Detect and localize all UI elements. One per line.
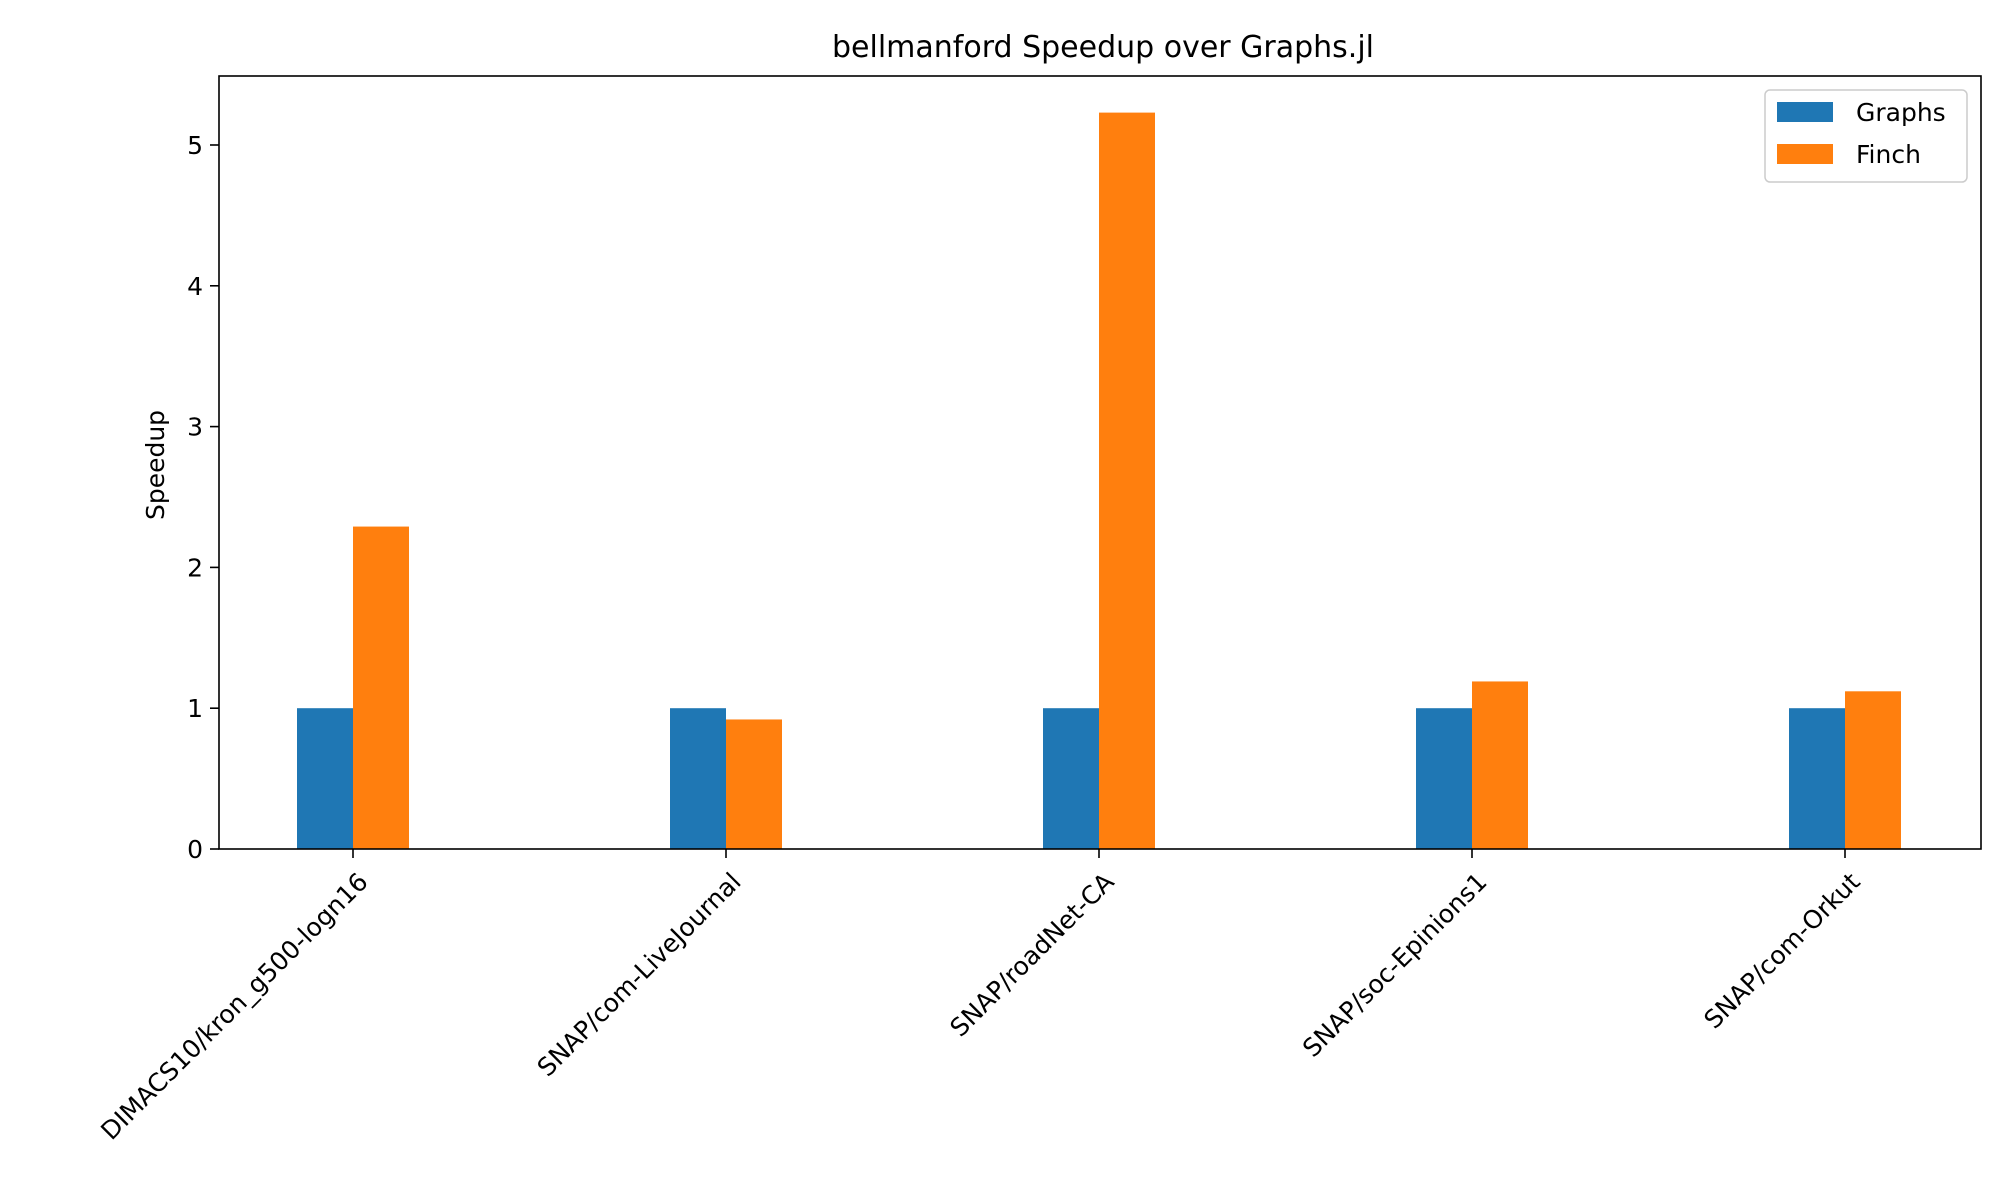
y-tick-label: 5 bbox=[187, 131, 203, 160]
bar-graphs-4 bbox=[1789, 708, 1845, 849]
bar-graphs-1 bbox=[670, 708, 726, 849]
legend-swatch-finch bbox=[1777, 144, 1833, 164]
legend-label-graphs: Graphs bbox=[1856, 98, 1946, 127]
bar-graphs-3 bbox=[1416, 708, 1472, 849]
x-tick-label: SNAP/com-Orkut bbox=[1698, 867, 1865, 1034]
bar-graphs-2 bbox=[1043, 708, 1099, 849]
x-tick-label: SNAP/roadNet-CA bbox=[944, 867, 1119, 1042]
plot-frame bbox=[218, 75, 1982, 850]
y-axis-label: Speedup bbox=[141, 410, 170, 520]
y-tick-label: 4 bbox=[187, 272, 203, 301]
bar-finch-0 bbox=[353, 526, 409, 849]
chart-title: bellmanford Speedup over Graphs.jl bbox=[832, 30, 1374, 65]
legend: Graphs Finch bbox=[1764, 89, 1968, 183]
bar-finch-4 bbox=[1845, 691, 1901, 849]
y-tick-label: 0 bbox=[187, 835, 203, 864]
bars-group bbox=[297, 112, 1901, 849]
x-axis-ticks: DIMACS10/kron_g500-logn16 SNAP/com-LiveJo… bbox=[95, 849, 1866, 1145]
y-tick-label: 1 bbox=[187, 694, 203, 723]
legend-label-finch: Finch bbox=[1856, 140, 1921, 169]
y-tick-label: 3 bbox=[187, 413, 203, 442]
bar-finch-2 bbox=[1099, 112, 1155, 849]
bar-graphs-0 bbox=[297, 708, 353, 849]
bar-finch-3 bbox=[1472, 681, 1528, 849]
legend-swatch-graphs bbox=[1777, 102, 1833, 122]
y-axis-ticks: 0 1 2 3 4 5 bbox=[187, 131, 219, 864]
x-tick-label: SNAP/com-LiveJournal bbox=[532, 867, 747, 1082]
y-tick-label: 2 bbox=[187, 553, 203, 582]
x-tick-label: SNAP/soc-Epinions1 bbox=[1297, 867, 1493, 1063]
bar-finch-1 bbox=[726, 719, 782, 849]
x-tick-label: DIMACS10/kron_g500-logn16 bbox=[95, 867, 373, 1145]
